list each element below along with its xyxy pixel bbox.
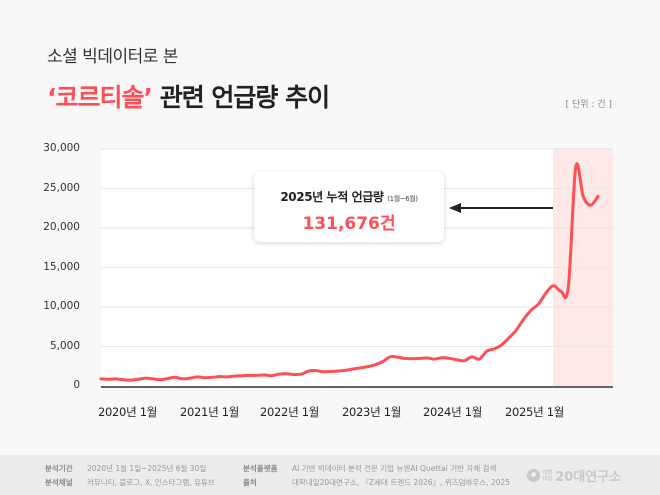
- y-tick-label: 30,000: [43, 142, 80, 154]
- y-tick-label: 10,000: [43, 300, 80, 312]
- arrow-icon: [449, 203, 553, 213]
- x-tick-label: 2021년 1월: [180, 405, 239, 419]
- y-tick-label: 20,000: [43, 221, 80, 233]
- series-line: [99, 162, 600, 382]
- annotation-callout: 2025년 누적 언급량 (1월~6월) 131,676건: [254, 172, 444, 242]
- x-tick-label: 2023년 1월: [342, 405, 401, 419]
- unit-label: [ 단위 : 건 ]: [565, 100, 612, 110]
- source-key: 출처: [243, 478, 257, 487]
- callout-value: 131,676건: [302, 214, 396, 234]
- title-keyword: ‘코르티솔’: [47, 83, 153, 112]
- x-tick-label: 2024년 1월: [423, 405, 482, 419]
- chart-title: ‘코르티솔’ 관련 언급량 추이: [47, 78, 330, 114]
- period-value: 2020년 1월 1일~2025년 6월 30일: [87, 464, 207, 473]
- platform-key: 분석플랫폼: [243, 464, 278, 473]
- x-tick-label: 2022년 1월: [260, 405, 319, 419]
- x-tick-label: 2020년 1월: [98, 405, 157, 419]
- callout-label-note: (1월~6월): [387, 195, 418, 203]
- callout-label-text: 2025년 누적 언급량: [280, 190, 384, 204]
- chart-subtitle: 소셜 빅데이터로 본: [47, 47, 178, 67]
- source-value: 대학내일20대연구소, 『Z세대 트렌드 2026』, 위즈덤하우스, 2025: [292, 478, 511, 487]
- title-rest: 관련 언급량 추이: [152, 83, 330, 112]
- x-tick-label: 2025년 1월: [505, 405, 564, 419]
- y-tick-label: 0: [73, 379, 80, 391]
- logo-text: 20대연구소: [555, 470, 622, 485]
- channel-key: 분석채널: [45, 478, 73, 487]
- y-tick-label: 25,000: [43, 181, 80, 194]
- y-tick-label: 5,000: [49, 339, 80, 352]
- brand-logo: 대학 내일 20대연구소: [527, 466, 621, 485]
- period-key: 분석기간: [45, 464, 73, 473]
- platform-value: AI 기반 빅데이터 분석 전문 기업 뉴엔AI Quettai 기반 자체 검…: [292, 464, 497, 473]
- line-chart: [99, 148, 613, 388]
- logo-mini-text: 대학 내일: [543, 469, 553, 482]
- logo-pin-icon: [527, 469, 540, 482]
- footer: 분석기간 2020년 1월 1일~2025년 6월 30일 분석채널 커뮤니티,…: [0, 455, 660, 495]
- y-tick-label: 15,000: [43, 260, 80, 273]
- callout-label: 2025년 누적 언급량 (1월~6월): [254, 188, 444, 205]
- channel-value: 커뮤니티, 블로그, X, 인스타그램, 유튜브: [87, 478, 215, 487]
